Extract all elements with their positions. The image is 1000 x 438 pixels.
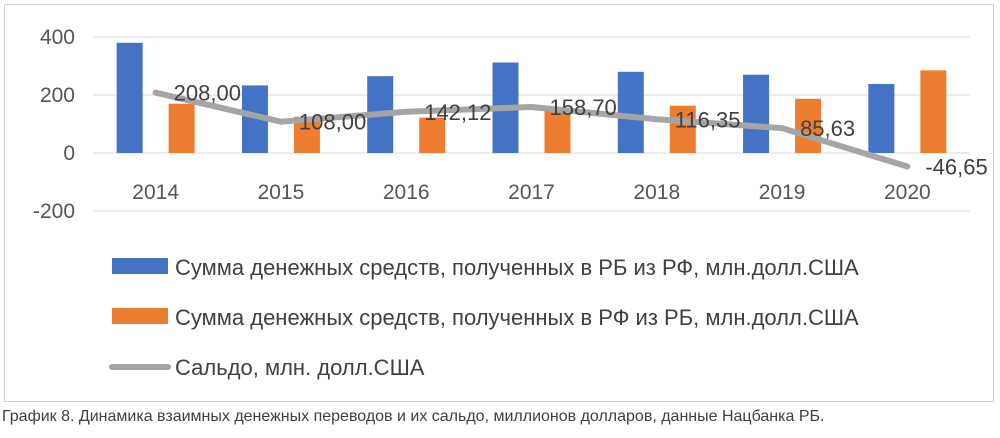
y-axis-ticks: 400 200 0 -200 bbox=[33, 26, 75, 223]
saldo-data-label: 108,00 bbox=[299, 110, 366, 135]
data-labels: 208,00 108,00 142,12 158,70 116,35 85,63 -46,6… bbox=[174, 81, 988, 180]
bar-received-rf bbox=[795, 98, 822, 153]
legend-label: Сальдо, млн. долл.США bbox=[175, 355, 425, 380]
legend-swatch-received-rf bbox=[112, 308, 168, 324]
x-tick-label: 2014 bbox=[132, 181, 179, 204]
bar-received-rf bbox=[544, 108, 571, 153]
x-tick-label: 2020 bbox=[884, 181, 931, 204]
x-tick-label: 2017 bbox=[508, 181, 555, 204]
x-tick-label: 2019 bbox=[759, 181, 806, 204]
bar-received-rb bbox=[868, 83, 895, 153]
saldo-data-label: 116,35 bbox=[675, 107, 741, 132]
chart-frame: 400 200 0 -200 2014 2015 2016 2017 2018 2019 2020… bbox=[4, 4, 994, 402]
saldo-line-group bbox=[152, 89, 911, 170]
x-tick-label: 2018 bbox=[633, 181, 680, 204]
bar-received-rf bbox=[920, 70, 947, 153]
y-tick-label: 200 bbox=[40, 84, 75, 107]
bar-received-rf bbox=[168, 103, 195, 153]
x-axis-ticks: 2014 2015 2016 2017 2018 2019 2020 bbox=[132, 181, 930, 204]
figure-caption: График 8. Динамика взаимных денежных пер… bbox=[2, 408, 825, 425]
saldo-data-label: 142,12 bbox=[424, 100, 491, 125]
y-tick-label: 0 bbox=[63, 142, 75, 165]
legend-swatch-received-rb bbox=[112, 258, 168, 274]
legend-label: Сумма денежных средств, полученных в РФ … bbox=[175, 305, 859, 330]
bar-received-rf bbox=[669, 105, 696, 153]
chart-svg: 400 200 0 -200 2014 2015 2016 2017 2018 2019 2020… bbox=[33, 26, 988, 380]
saldo-line bbox=[152, 89, 911, 170]
bar-received-rb bbox=[116, 42, 143, 153]
saldo-data-label: 208,00 bbox=[174, 81, 241, 106]
x-tick-label: 2015 bbox=[258, 181, 305, 204]
y-tick-label: -200 bbox=[33, 200, 75, 223]
saldo-data-label: -46,65 bbox=[925, 155, 987, 180]
legend: Сумма денежных средств, полученных в РБ … bbox=[109, 255, 859, 380]
saldo-data-label: 158,70 bbox=[550, 95, 617, 120]
grid-lines bbox=[93, 36, 970, 212]
legend-label: Сумма денежных средств, полученных в РБ … bbox=[175, 255, 859, 280]
bar-received-rb bbox=[617, 71, 644, 153]
x-tick-label: 2016 bbox=[383, 181, 430, 204]
bar-received-rb bbox=[743, 74, 770, 153]
bar-received-rf bbox=[419, 117, 446, 153]
saldo-data-label: 85,63 bbox=[800, 116, 855, 141]
y-tick-label: 400 bbox=[40, 26, 75, 49]
